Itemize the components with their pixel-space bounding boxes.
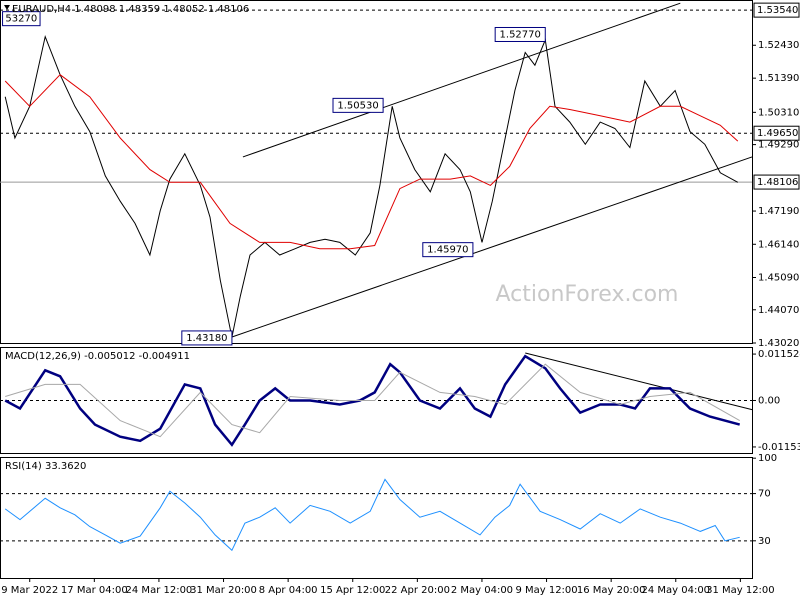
x-tick-label: 15 Apr 12:00 [320,585,385,596]
x-tick-label: 31 Mar 20:00 [190,585,257,596]
x-tick-label: 9 May 12:00 [515,585,577,596]
panel-title: EURAUD,H4 1.48098 1.48359 1.48052 1.4810… [12,4,249,15]
y-tick-label: 1.52430 [758,40,799,51]
y-tick-label: 100 [758,453,777,464]
trend-line [242,2,681,158]
annotation-label: 53270 [5,14,37,25]
y-tick-label: 0.011524 [758,349,800,360]
level-label: 1.49650 [757,128,798,139]
panel-frame [0,0,753,344]
trend-line [231,156,753,338]
y-tick-label: 30 [758,536,771,547]
level-label-box [753,2,800,18]
level-label-box [753,174,800,190]
annotation-box [332,97,384,113]
level-label: 1.53540 [757,5,798,16]
series-line [4,74,739,250]
x-tick-label: 31 May 12:00 [706,585,775,596]
symbol-icon [4,5,10,10]
annotation-label: 1.43180 [186,333,227,344]
y-tick-label: 1.49290 [758,140,799,151]
y-tick-label: 1.45090 [758,273,799,284]
annotation-label: 1.50530 [337,100,378,111]
annotation-label: 1.45970 [427,245,468,256]
y-tick-label: -0.011537 [758,442,800,453]
panel-frame [0,457,753,579]
panel-title: MACD(12,26,9) -0.005012 -0.004911 [5,351,190,362]
x-tick-label: 17 Mar 04:00 [61,585,128,596]
y-tick-label: 0.00 [758,395,780,406]
x-tick-label: 8 Apr 04:00 [259,585,318,596]
y-tick-label: 1.43020 [758,338,799,349]
series-line [5,363,740,438]
x-tick-label: 22 Apr 20:00 [385,585,450,596]
annotation-box [494,26,546,42]
series-line [4,354,741,447]
series-line [4,478,740,552]
annotation-box [181,330,233,346]
trend-line [525,352,753,411]
annotation-box [2,11,41,27]
x-tick-label: 2 May 04:00 [451,585,513,596]
x-tick-label: 16 May 20:00 [577,585,646,596]
level-label: 1.48106 [757,177,798,188]
x-tick-label: 24 Mar 12:00 [126,585,193,596]
annotation-box [422,242,474,258]
y-tick-label: 1.44070 [758,305,799,316]
y-tick-label: 1.47190 [758,206,799,217]
y-tick-label: 1.50310 [758,107,799,118]
y-tick-label: 70 [758,489,771,500]
level-label-box [753,125,800,141]
watermark: ActionForex.com [496,282,679,307]
y-tick-label: 1.51390 [758,73,799,84]
series-line [4,34,739,338]
annotation-label: 1.52770 [500,29,541,40]
x-tick-label: 9 Mar 2022 [1,585,58,596]
panel-title: RSI(14) 33.3620 [5,461,86,472]
x-tick-label: 24 May 04:00 [641,585,710,596]
y-tick-label: 1.46140 [758,239,799,250]
